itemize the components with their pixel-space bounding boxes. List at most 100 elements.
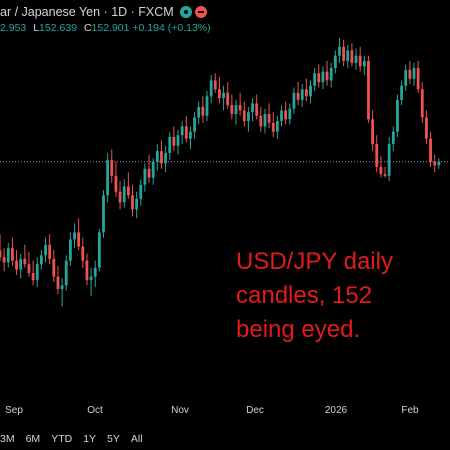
candle-body[interactable] [275, 121, 279, 132]
candle-body[interactable] [408, 69, 412, 79]
candle-body[interactable] [400, 85, 403, 100]
candle-body[interactable] [184, 126, 188, 139]
candle-body[interactable] [110, 159, 114, 176]
candle-body[interactable] [64, 260, 68, 286]
candle-body[interactable] [317, 73, 321, 83]
candle-body[interactable] [40, 255, 43, 265]
candle-body[interactable] [0, 250, 2, 258]
candle-body[interactable] [433, 161, 437, 166]
candle-body[interactable] [292, 92, 296, 109]
candle-body[interactable] [321, 71, 325, 83]
range-3m-button[interactable]: 3M [0, 433, 15, 445]
candle-body[interactable] [93, 267, 97, 277]
candle-body[interactable] [213, 80, 217, 90]
candle-body[interactable] [77, 232, 81, 247]
candle-body[interactable] [367, 60, 370, 120]
candle-body[interactable] [420, 89, 424, 118]
candle-body[interactable] [143, 168, 147, 185]
candle-body[interactable] [35, 264, 39, 281]
candle-body[interactable] [255, 103, 259, 116]
candle-body[interactable] [333, 55, 337, 69]
candle-body[interactable] [396, 99, 399, 132]
candle-body[interactable] [23, 258, 27, 265]
candle-body[interactable] [429, 138, 432, 162]
candle-body[interactable] [164, 152, 167, 164]
candle-body[interactable] [151, 161, 155, 178]
candle-body[interactable] [416, 68, 420, 90]
range-all-button[interactable]: All [130, 433, 143, 445]
candle-body[interactable] [391, 131, 395, 145]
candle-body[interactable] [176, 135, 180, 146]
candle-body[interactable] [379, 167, 383, 175]
candle-body[interactable] [97, 232, 101, 268]
candle-body[interactable] [247, 112, 250, 122]
candle-body[interactable] [2, 257, 6, 263]
candle-body[interactable] [404, 69, 408, 86]
candle-body[interactable] [437, 161, 441, 166]
candle-body[interactable] [284, 110, 288, 120]
candle-body[interactable] [106, 159, 110, 196]
candle-body[interactable] [31, 273, 35, 281]
candle-body[interactable] [114, 175, 118, 192]
candle-body[interactable] [168, 136, 172, 153]
candle-body[interactable] [126, 186, 130, 196]
candle-body[interactable] [118, 191, 122, 203]
candle-body[interactable] [11, 248, 14, 261]
candle-body[interactable] [304, 89, 308, 97]
candle-body[interactable] [300, 89, 304, 100]
candle-body[interactable] [89, 276, 93, 281]
candle-body[interactable] [226, 92, 230, 106]
candle-body[interactable] [205, 96, 209, 116]
candle-body[interactable] [85, 260, 89, 281]
candle-body[interactable] [342, 46, 346, 61]
candle-body[interactable] [362, 60, 366, 67]
candle-body[interactable] [222, 92, 225, 99]
candle-body[interactable] [139, 184, 143, 199]
candle-body[interactable] [371, 119, 374, 145]
candle-body[interactable] [73, 232, 76, 240]
candle-body[interactable] [251, 103, 254, 113]
candle-body[interactable] [131, 195, 134, 210]
candle-body[interactable] [48, 244, 52, 259]
candle-body[interactable] [309, 85, 312, 97]
candle-body[interactable] [147, 168, 151, 178]
candle-body[interactable] [387, 144, 391, 176]
candle-body[interactable] [313, 73, 317, 86]
candle-body[interactable] [81, 246, 85, 261]
candle-body[interactable] [425, 117, 428, 139]
candle-body[interactable] [234, 105, 238, 114]
candle-body[interactable] [201, 106, 205, 116]
candle-body[interactable] [172, 136, 176, 146]
candle-body[interactable] [325, 71, 329, 81]
candle-body[interactable] [271, 122, 275, 132]
candle-body[interactable] [259, 115, 263, 127]
candle-body[interactable] [383, 174, 387, 176]
candle-body[interactable] [180, 126, 184, 136]
candle-body[interactable] [27, 264, 31, 274]
candle-body[interactable] [209, 80, 213, 97]
candle-body[interactable] [238, 105, 242, 111]
candle-body[interactable] [19, 258, 23, 270]
candle-body[interactable] [346, 50, 350, 61]
candle-body[interactable] [329, 68, 333, 81]
candle-body[interactable] [155, 151, 159, 162]
candle-body[interactable] [296, 92, 300, 100]
candle-body[interactable] [6, 248, 10, 263]
candle-body[interactable] [267, 113, 271, 123]
range-6m-button[interactable]: 6M [25, 433, 41, 445]
candle-body[interactable] [263, 113, 267, 127]
candle-body[interactable] [189, 131, 192, 139]
candle-body[interactable] [288, 108, 292, 120]
candle-body[interactable] [60, 285, 64, 289]
candle-body[interactable] [354, 55, 358, 63]
candle-body[interactable] [122, 186, 126, 203]
candle-body[interactable] [68, 239, 72, 261]
range-ytd-button[interactable]: YTD [51, 433, 73, 445]
candle-body[interactable] [52, 258, 56, 277]
candle-body[interactable] [193, 117, 196, 132]
candle-body[interactable] [56, 276, 60, 289]
range-1y-button[interactable]: 1Y [83, 433, 97, 445]
candle-body[interactable] [102, 195, 105, 233]
candle-body[interactable] [135, 198, 139, 210]
